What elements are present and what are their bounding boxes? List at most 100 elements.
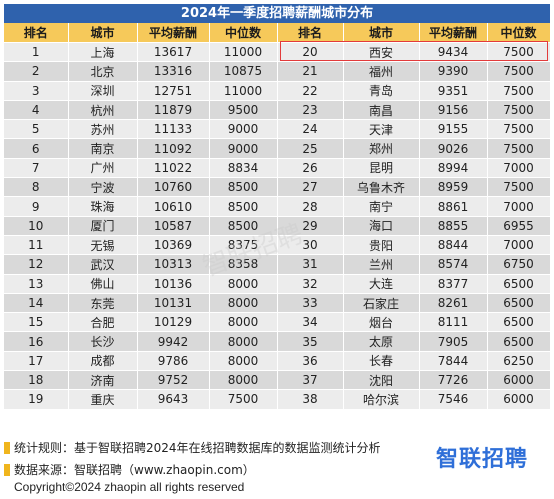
avg-salary-cell: 11022 — [137, 158, 210, 179]
median-cell: 8358 — [209, 254, 278, 275]
table-row: 6 南京 11092 9000 25 郑州 9026 7500 — [4, 138, 551, 159]
median-cell: 7500 — [487, 119, 551, 140]
note-marker — [4, 464, 10, 476]
rank-cell: 5 — [4, 119, 69, 140]
table-row: 19 重庆 9643 7500 38 哈尔滨 7546 6000 — [4, 389, 551, 410]
rank-cell: 20 — [277, 42, 344, 63]
table-row: 14 东莞 10131 8000 33 石家庄 8261 6500 — [4, 293, 551, 314]
avg-salary-cell: 10136 — [137, 274, 210, 294]
rank-cell: 18 — [4, 370, 69, 391]
avg-salary-cell: 8111 — [419, 312, 488, 333]
median-cell: 11000 — [209, 42, 278, 63]
avg-salary-cell: 8574 — [419, 254, 488, 275]
median-cell: 6500 — [487, 331, 551, 352]
rank-cell: 8 — [4, 177, 69, 198]
median-cell: 7500 — [487, 42, 551, 63]
rank-cell: 10 — [4, 216, 69, 236]
rank-cell: 24 — [277, 119, 344, 140]
table-row: 7 广州 11022 8834 26 昆明 8994 7000 — [4, 158, 551, 179]
rank-cell: 35 — [277, 331, 344, 352]
avg-salary-cell: 10131 — [137, 293, 210, 314]
rank-cell: 19 — [4, 389, 69, 410]
copyright-text: Copyright©2024 zhaopin all rights reserv… — [14, 480, 245, 494]
table-row: 18 济南 9752 8000 37 沈阳 7726 6000 — [4, 370, 551, 391]
median-cell: 9000 — [209, 119, 278, 140]
rank-cell: 23 — [277, 100, 344, 121]
table-row: 11 无锡 10369 8375 30 贵阳 8844 7000 — [4, 235, 551, 256]
median-cell: 7500 — [487, 177, 551, 198]
header-rank: 排名 — [4, 23, 69, 43]
median-cell: 8375 — [209, 235, 278, 256]
avg-salary-cell: 8261 — [419, 293, 488, 314]
header-median: 中位数 — [209, 23, 278, 43]
rank-cell: 38 — [277, 389, 344, 410]
median-cell: 8000 — [209, 331, 278, 352]
avg-salary-cell: 9752 — [137, 370, 210, 391]
city-cell: 济南 — [68, 370, 138, 391]
rank-cell: 22 — [277, 81, 344, 101]
table-row: 17 成都 9786 8000 36 长春 7844 6250 — [4, 351, 551, 372]
table-row: 4 杭州 11879 9500 23 南昌 9156 7500 — [4, 100, 551, 121]
rank-cell: 29 — [277, 216, 344, 236]
table-title: 2024年一季度招聘薪酬城市分布 — [4, 4, 550, 23]
table-body: 1 上海 13617 11000 20 西安 9434 7500 2 北京 13316 10875 21… — [4, 42, 551, 410]
avg-salary-cell: 10313 — [137, 254, 210, 275]
rank-cell: 14 — [4, 293, 69, 314]
median-cell: 7000 — [487, 196, 551, 217]
table-row: 16 长沙 9942 8000 35 太原 7905 6500 — [4, 331, 551, 352]
salary-table: 排名 城市 平均薪酬 中位数 排名 城市 平均薪酬 中位数 1 上海 13617 11… — [4, 23, 551, 410]
rank-cell: 25 — [277, 138, 344, 159]
city-cell: 北京 — [68, 61, 138, 82]
avg-salary-cell: 7726 — [419, 370, 488, 391]
table-row: 10 厦门 10587 8500 29 海口 8855 6955 — [4, 216, 551, 236]
avg-salary-cell: 10369 — [137, 235, 210, 256]
source-note: 数据来源：智联招聘（www.zhaopin.com） — [4, 462, 255, 478]
city-cell: 石家庄 — [343, 293, 420, 314]
rank-cell: 11 — [4, 235, 69, 256]
median-cell: 6750 — [487, 254, 551, 275]
city-cell: 杭州 — [68, 100, 138, 121]
avg-salary-cell: 11092 — [137, 138, 210, 159]
table-row: 8 宁波 10760 8500 27 乌鲁木齐 8959 7500 — [4, 177, 551, 198]
city-cell: 兰州 — [343, 254, 420, 275]
rank-cell: 9 — [4, 196, 69, 217]
avg-salary-cell: 8994 — [419, 158, 488, 179]
median-cell: 7500 — [487, 81, 551, 101]
avg-salary-cell: 8844 — [419, 235, 488, 256]
city-cell: 青岛 — [343, 81, 420, 101]
avg-salary-cell: 10610 — [137, 196, 210, 217]
note-marker — [4, 442, 10, 454]
city-cell: 昆明 — [343, 158, 420, 179]
rank-cell: 33 — [277, 293, 344, 314]
zhaopin-logo: 智联招聘 — [436, 447, 529, 472]
rank-cell: 28 — [277, 196, 344, 217]
median-cell: 8000 — [209, 370, 278, 391]
avg-salary-cell: 9390 — [419, 61, 488, 82]
header-avg-salary: 平均薪酬 — [419, 23, 488, 43]
avg-salary-cell: 9026 — [419, 138, 488, 159]
city-cell: 重庆 — [68, 389, 138, 410]
rank-cell: 3 — [4, 81, 69, 101]
avg-salary-cell: 10760 — [137, 177, 210, 198]
city-cell: 深圳 — [68, 81, 138, 101]
table-row: 3 深圳 12751 11000 22 青岛 9351 7500 — [4, 81, 551, 101]
city-cell: 大连 — [343, 274, 420, 294]
header-city: 城市 — [68, 23, 138, 43]
median-cell: 11000 — [209, 81, 278, 101]
rank-cell: 27 — [277, 177, 344, 198]
method-note-text: 统计规则：基于智联招聘2024年在线招聘数据库的数据监测统计分析 — [14, 441, 381, 455]
rank-cell: 6 — [4, 138, 69, 159]
median-cell: 8000 — [209, 293, 278, 314]
table-row: 1 上海 13617 11000 20 西安 9434 7500 — [4, 42, 551, 63]
city-cell: 贵阳 — [343, 235, 420, 256]
median-cell: 8000 — [209, 274, 278, 294]
city-cell: 南昌 — [343, 100, 420, 121]
rank-cell: 32 — [277, 274, 344, 294]
rank-cell: 15 — [4, 312, 69, 333]
city-cell: 苏州 — [68, 119, 138, 140]
city-cell: 无锡 — [68, 235, 138, 256]
median-cell: 9000 — [209, 138, 278, 159]
rank-cell: 21 — [277, 61, 344, 82]
avg-salary-cell: 13617 — [137, 42, 210, 63]
median-cell: 8500 — [209, 196, 278, 217]
